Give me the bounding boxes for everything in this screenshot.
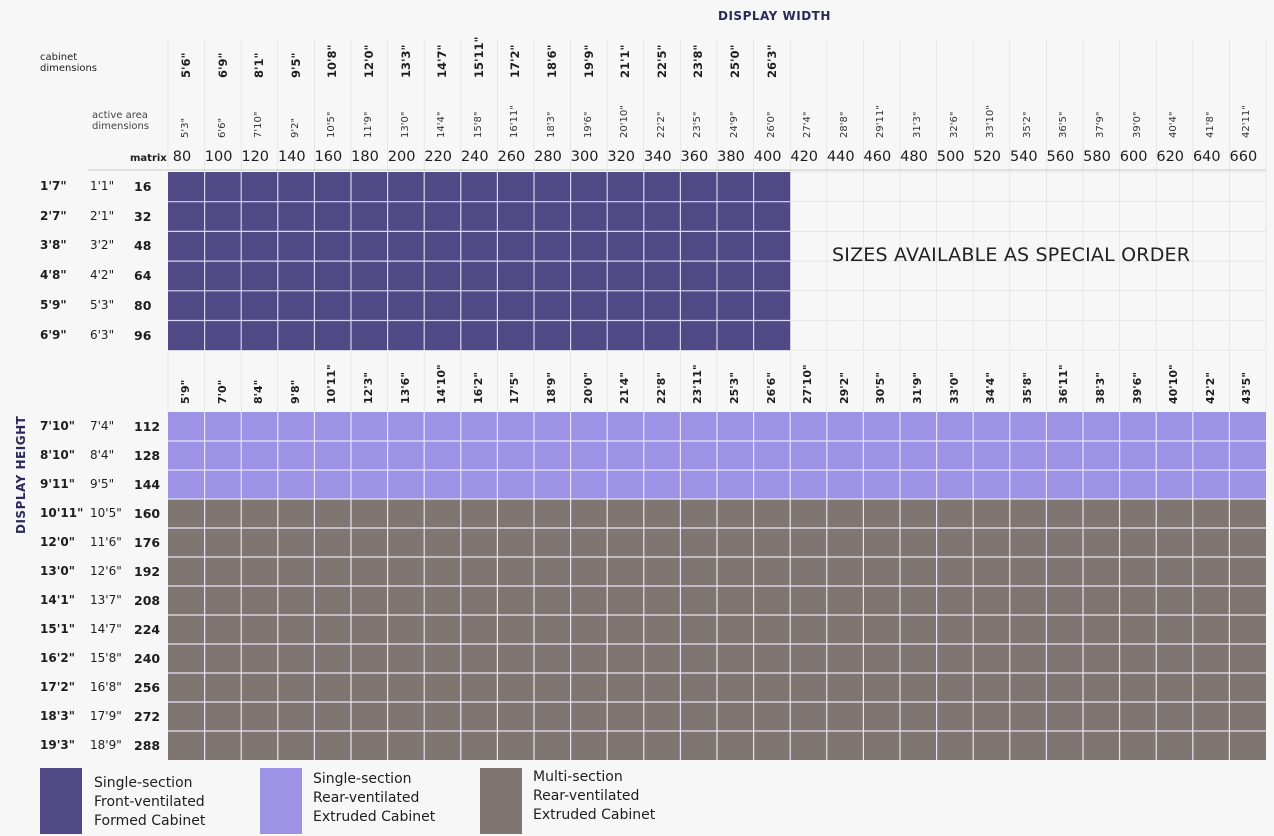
matrix-width-number: 420	[790, 149, 819, 165]
matrix-width-number: 620	[1156, 149, 1185, 165]
matrix-height-number: 16	[134, 179, 152, 194]
legend-swatch-multi	[480, 768, 522, 834]
active-height-label: 12'6"	[90, 564, 122, 578]
cabinet-dimensions-label: cabinet dimensions	[40, 52, 98, 74]
cabinet-height-label: 4'8"	[40, 268, 67, 283]
special-order-text: SIZES AVAILABLE AS SPECIAL ORDER	[832, 244, 1191, 266]
cabinet-height-label: 9'11"	[40, 477, 75, 491]
active-height-label: 13'7"	[90, 593, 122, 607]
matrix-width-number: 280	[534, 149, 562, 165]
matrix-width-number: 380	[717, 149, 745, 165]
cabinet-height-label: 18'3"	[40, 709, 75, 723]
matrix-height-number: 176	[134, 535, 161, 550]
cabinet-height-label: 5'9"	[40, 297, 67, 312]
matrix-width-number: 260	[497, 149, 526, 165]
active-height-label: 11'6"	[90, 535, 122, 549]
active-height-label: 5'3"	[90, 297, 115, 312]
matrix-width-number: 160	[314, 149, 343, 165]
cabinet-height-label: 14'1"	[40, 593, 75, 607]
matrix-width-number: 180	[351, 149, 379, 165]
cabinet-height-label: 10'11"	[40, 506, 84, 520]
matrix-width-number: 140	[277, 149, 306, 165]
matrix-width-number: 500	[936, 149, 965, 165]
cabinet-height-label: 17'2"	[40, 680, 75, 694]
matrix-width-number: 640	[1192, 149, 1221, 165]
matrix-height-number: 272	[134, 709, 161, 724]
cabinet-height-label: 19'3"	[40, 738, 75, 752]
matrix-width-number: 660	[1229, 149, 1258, 165]
matrix-height-number: 288	[134, 738, 161, 753]
active-height-label: 7'4"	[90, 419, 115, 433]
active-height-label: 9'5"	[90, 477, 115, 491]
matrix-width-number: 100	[204, 149, 233, 165]
active-height-label: 17'9"	[90, 709, 122, 723]
matrix-height-number: 64	[134, 268, 152, 284]
active-height-label: 1'1"	[90, 179, 115, 193]
legend-text-rear: Single-section Rear-ventilated Extruded Ca…	[313, 771, 436, 825]
active-height-label: 10'5"	[90, 506, 122, 520]
matrix-width-number: 200	[387, 149, 416, 165]
cabinet-height-label: 12'0"	[40, 535, 75, 549]
matrix-width-number: 220	[424, 149, 453, 165]
cabinet-height-label: 16'2"	[40, 651, 75, 665]
matrix-height-number: 160	[134, 506, 161, 521]
matrix-height-number: 80	[134, 297, 152, 313]
matrix-height-number: 144	[134, 477, 161, 492]
active-height-label: 3'2"	[90, 238, 115, 253]
cabinet-height-label: 2'7"	[40, 208, 67, 223]
matrix-height-number: 208	[134, 593, 161, 608]
matrix-height-number: 32	[134, 208, 152, 224]
active-height-label: 8'4"	[90, 448, 115, 462]
active-height-label: 2'1"	[90, 208, 115, 223]
matrix-width-number: 520	[973, 149, 1002, 165]
matrix-height-number: 224	[134, 622, 161, 637]
matrix-width-number: 540	[1009, 149, 1038, 165]
matrix-height-number: 48	[134, 238, 152, 254]
matrix-width-number: 560	[1046, 149, 1075, 165]
matrix-width-number: 580	[1083, 149, 1111, 165]
legend-swatch-formed	[40, 768, 82, 834]
legend-text-formed: Single-section Front-ventilated Formed Cab…	[94, 775, 206, 829]
active-height-label: 4'2"	[90, 268, 115, 283]
matrix-width-number: 240	[460, 149, 489, 165]
matrix-width-number: 80	[172, 149, 192, 165]
active-height-label: 14'7"	[90, 622, 122, 636]
matrix-width-number: 340	[643, 149, 672, 165]
active-height-label: 18'9"	[90, 738, 122, 752]
active-height-label: 15'8"	[90, 651, 122, 665]
matrix-width-number: 600	[1119, 149, 1148, 165]
cabinet-height-label: 3'8"	[40, 238, 67, 253]
matrix-width-number: 360	[680, 149, 709, 165]
cabinet-height-label: 15'1"	[40, 622, 75, 636]
matrix-label: matrix	[130, 153, 167, 164]
display-width-title: DISPLAY WIDTH	[718, 9, 831, 23]
matrix-height-number: 96	[134, 327, 152, 343]
cabinet-height-label: 13'0"	[40, 564, 75, 578]
matrix-width-number: 300	[570, 149, 599, 165]
matrix-width-number: 120	[241, 149, 270, 165]
matrix-height-number: 256	[134, 680, 161, 695]
matrix-width-number: 440	[826, 149, 855, 165]
cabinet-height-label: 7'10"	[40, 419, 75, 433]
matrix-height-number: 128	[134, 448, 161, 463]
matrix-height-number: 240	[134, 651, 161, 666]
active-height-label: 16'8"	[90, 680, 122, 694]
matrix-width-number: 480	[900, 149, 928, 165]
matrix-height-number: 112	[134, 419, 161, 434]
active-height-label: 6'3"	[90, 327, 115, 342]
matrix-width-number: 460	[863, 149, 892, 165]
matrix-width-number: 320	[607, 149, 636, 165]
active-dimensions-label: active area dimensions	[92, 110, 150, 132]
legend-text-multi: Multi-section Rear-ventilated Extruded Cab…	[533, 769, 656, 823]
cabinet-height-label: 1'7"	[40, 179, 67, 193]
cabinet-height-label: 6'9"	[40, 327, 67, 342]
cabinet-height-label: 8'10"	[40, 448, 75, 462]
matrix-height-number: 192	[134, 564, 161, 579]
legend-swatch-rear	[260, 768, 302, 834]
matrix-width-number: 400	[753, 149, 782, 165]
